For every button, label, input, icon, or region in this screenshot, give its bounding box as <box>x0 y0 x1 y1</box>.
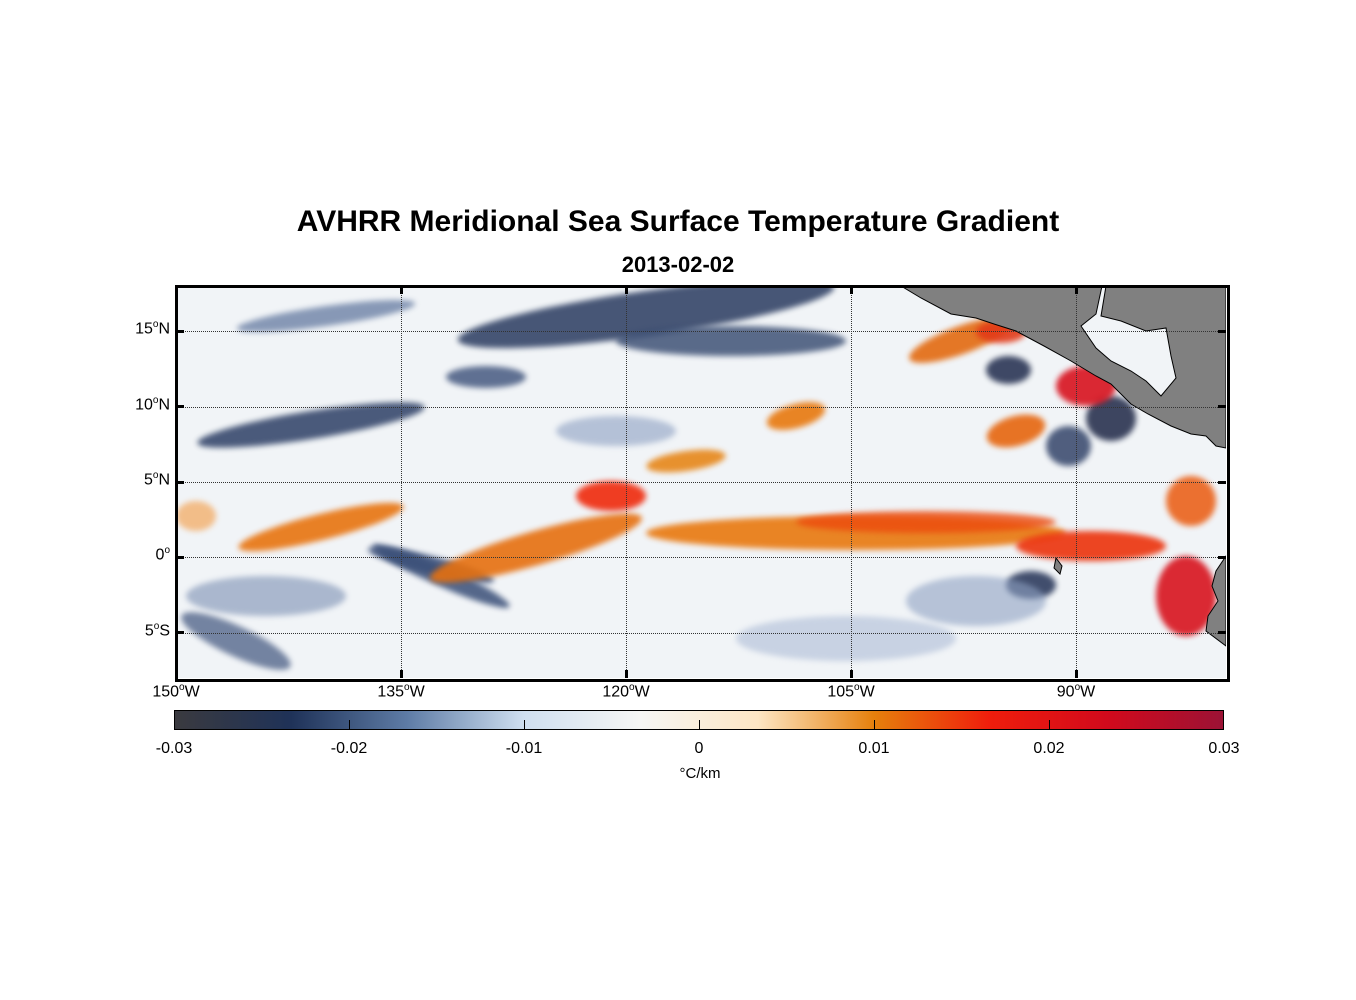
y-tick-label: 5oS <box>144 620 170 640</box>
y-tick-mark <box>176 555 184 559</box>
colorbar-tick-mark <box>698 720 700 730</box>
y-tick-label: 0o <box>155 545 170 564</box>
colorbar-tick-mark <box>873 720 875 730</box>
y-tick-mark <box>176 480 184 484</box>
y-tick-mark <box>1218 631 1226 635</box>
gridline-lat <box>176 406 1226 408</box>
x-tick-mark <box>174 286 178 294</box>
field-negative <box>446 366 526 388</box>
x-tick-mark <box>399 286 403 294</box>
y-tick-mark <box>1218 555 1226 559</box>
chart-title: AVHRR Meridional Sea Surface Temperature… <box>296 205 1060 238</box>
colorbar-tick-label: -0.03 <box>155 740 193 757</box>
x-tick-mark <box>849 286 853 294</box>
colorbar-tick-label: -0.02 <box>330 740 368 757</box>
y-tick-mark <box>1218 480 1226 484</box>
y-tick-label: 10oN <box>135 394 170 413</box>
x-tick-mark <box>624 286 628 294</box>
x-tick-mark <box>849 670 853 678</box>
colorbar-tick-mark <box>1048 720 1050 730</box>
y-tick-mark <box>176 405 184 409</box>
field-negative <box>556 416 676 446</box>
y-tick-mark <box>1218 329 1226 333</box>
colorbar-tick-mark <box>348 720 350 730</box>
x-tick-mark <box>399 670 403 678</box>
colorbar-unit: °C/km <box>679 765 721 782</box>
colorbar-tick-label: -0.01 <box>505 740 543 757</box>
colorbar-tick-label: 0.02 <box>1033 740 1065 757</box>
field-positive <box>576 481 646 511</box>
field-negative <box>186 576 346 616</box>
x-tick-label: 120oW <box>602 682 650 701</box>
field-negative <box>986 356 1031 384</box>
field-negative <box>736 616 956 661</box>
field-positive <box>1156 556 1216 636</box>
x-tick-mark <box>1074 286 1078 294</box>
gridline-lat <box>176 557 1226 559</box>
field-positive <box>176 501 216 531</box>
field-positive <box>1166 476 1216 526</box>
land-galapagos <box>1053 556 1063 575</box>
colorbar-tick-mark <box>523 720 525 730</box>
field-negative <box>1046 426 1091 466</box>
gridline-lat <box>176 331 1226 333</box>
sst-gradient-map <box>176 286 1226 678</box>
x-tick-label: 90oW <box>1056 682 1096 701</box>
field-negative <box>616 326 846 356</box>
chart-subtitle: 2013-02-02 <box>621 252 735 277</box>
colorbar-tick-label: 0 <box>694 740 704 757</box>
gridline-lat <box>176 632 1226 634</box>
y-tick-label: 15oN <box>135 319 170 338</box>
y-tick-mark <box>176 631 184 635</box>
colorbar-tick-label: 0.01 <box>858 740 890 757</box>
x-tick-label: 105oW <box>827 682 875 701</box>
x-tick-label: 135oW <box>377 682 425 701</box>
gridline-lat <box>176 482 1226 483</box>
y-tick-label: 5oN <box>143 470 170 489</box>
x-tick-label: 150oW <box>152 682 200 701</box>
colorbar-tick-label: 0.03 <box>1208 740 1240 757</box>
y-tick-mark <box>1218 405 1226 409</box>
field-positive <box>796 511 1056 533</box>
land-south-america <box>1205 555 1226 647</box>
field-positive <box>1016 531 1166 561</box>
x-tick-mark <box>1074 670 1078 678</box>
y-tick-mark <box>176 329 184 333</box>
field-negative <box>906 576 1046 626</box>
x-tick-mark <box>174 670 178 678</box>
land-central-america <box>900 286 1226 449</box>
x-tick-mark <box>624 670 628 678</box>
